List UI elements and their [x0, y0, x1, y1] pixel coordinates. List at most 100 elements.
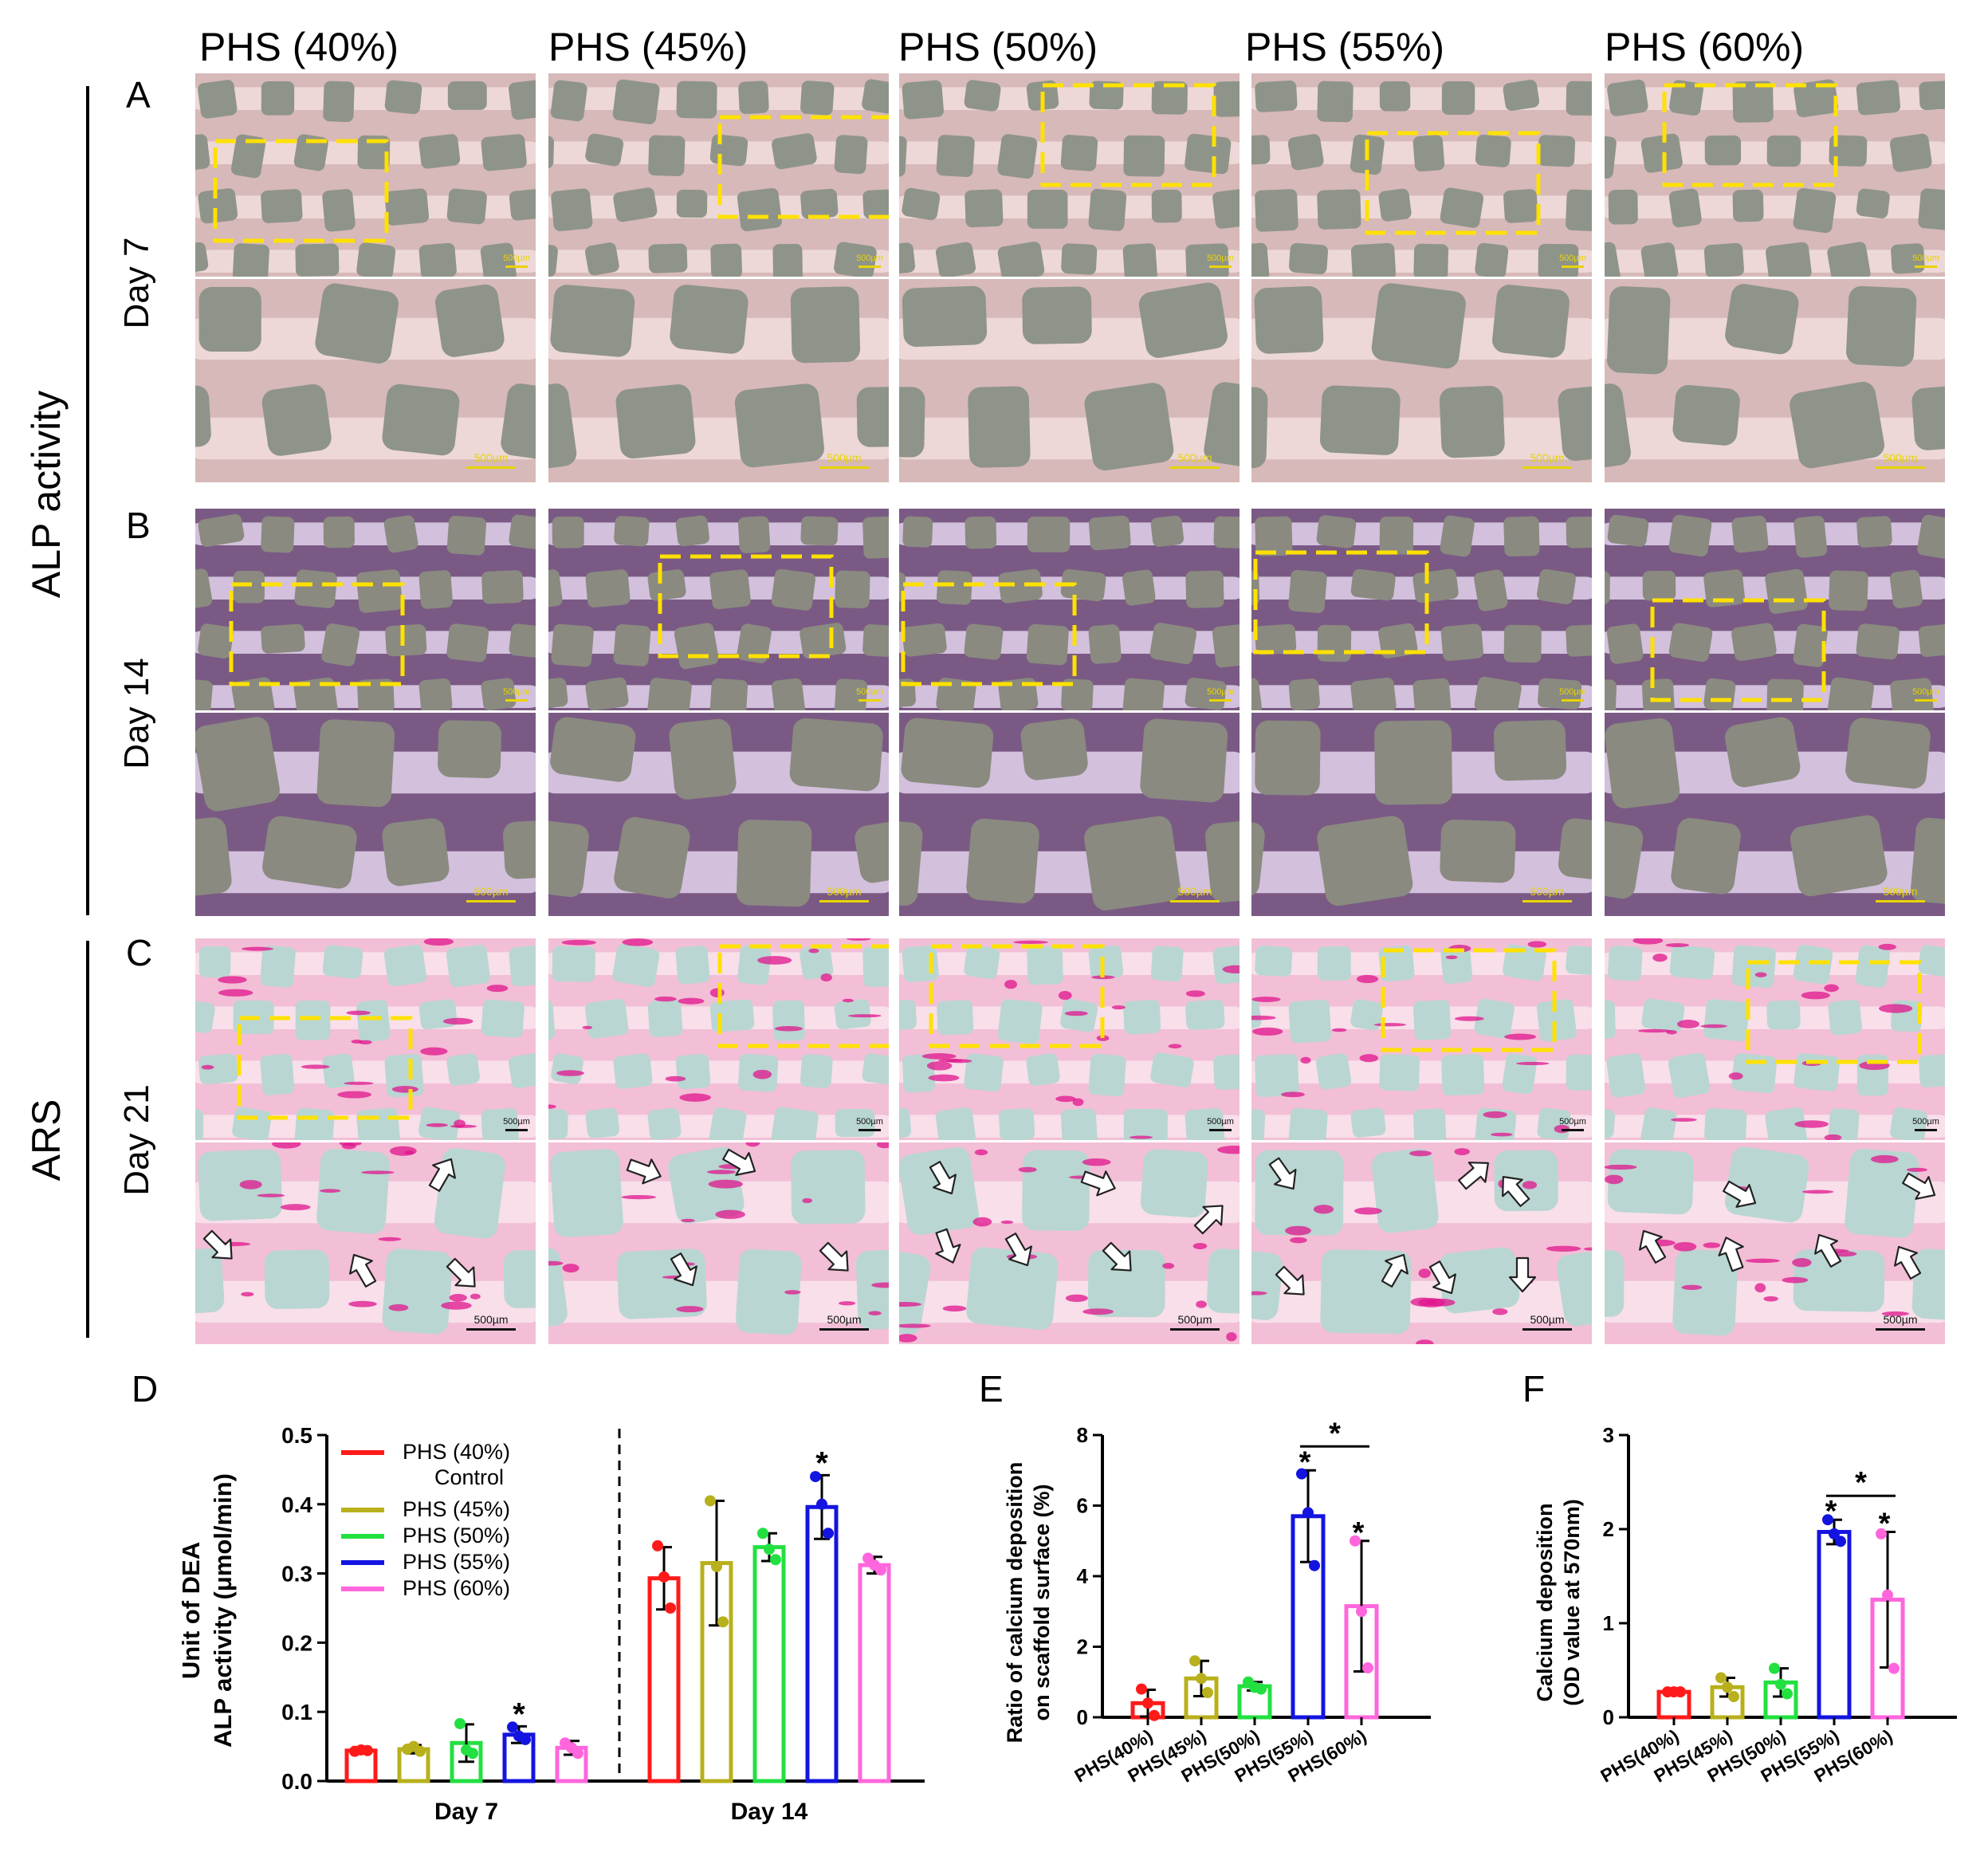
bar	[752, 1545, 786, 1783]
scale-bar-label: 500µm	[1530, 451, 1564, 464]
arrow-icon	[1458, 1162, 1489, 1190]
panel-label-c: C	[126, 932, 153, 973]
column-title-55: PHS (55%)	[1245, 25, 1445, 69]
y-tick-label: 4	[1077, 1564, 1089, 1588]
scale-bar-label: 500µm	[856, 254, 883, 263]
significance-star: *	[1353, 1516, 1365, 1550]
scale-bar	[466, 466, 516, 469]
roi-box	[901, 582, 1077, 686]
scale-bar-label: 500µm	[1912, 1117, 1939, 1127]
micrograph-day14-overview-2: 500µm	[548, 509, 889, 710]
scale-bar-label: 500µm	[1559, 1117, 1586, 1127]
scale-bar-label: 500µm	[827, 885, 861, 898]
chart-d-ylabel-1: Unit of DEA	[177, 1541, 205, 1680]
data-point	[1822, 1514, 1833, 1526]
arrow-icon	[1508, 1256, 1537, 1293]
chart-e-ylabel-1: Ratio of calcium deposition	[1003, 1461, 1027, 1744]
scale-bar-label: 500µm	[1559, 687, 1586, 697]
scale-bar-label: 500µm	[1883, 1313, 1917, 1326]
data-point	[711, 1560, 722, 1572]
legend-label: PHS (45%)	[403, 1497, 510, 1521]
data-point	[1362, 1662, 1373, 1674]
scale-bar	[1170, 466, 1220, 469]
data-point	[1782, 1688, 1793, 1700]
micrograph-day7-zoom-3: 500µm	[899, 279, 1240, 482]
data-point	[757, 1528, 768, 1539]
data-point	[1296, 1468, 1307, 1480]
y-tick-label: 0.5	[281, 1423, 312, 1448]
scale-bar	[858, 1129, 881, 1131]
micrograph-day7-overview-5: 500µm	[1605, 73, 1945, 277]
panel-label-b: B	[126, 505, 151, 546]
scale-bar-label: 500µm	[1912, 687, 1939, 697]
micrograph-day7-zoom-1: 500µm	[195, 279, 536, 482]
data-point	[1202, 1687, 1213, 1699]
arrow-icon	[446, 1257, 476, 1288]
data-point	[1882, 1589, 1893, 1601]
chart-f-ylabel-2: (OD value at 570nm)	[1560, 1499, 1584, 1706]
arrow-icon	[1004, 1233, 1032, 1267]
scale-bar	[1876, 466, 1925, 469]
row-label-day14: Day 14	[117, 658, 156, 769]
x-category-label: Day 7	[434, 1799, 498, 1825]
scale-bar	[505, 1129, 528, 1131]
scale-bar-label: 500µm	[473, 885, 508, 898]
arrow-icon	[428, 1158, 456, 1192]
scale-bar	[1209, 265, 1232, 268]
scale-bar-label: 500µm	[856, 687, 883, 697]
arrow-icon	[349, 1253, 377, 1288]
bar	[1817, 1530, 1852, 1720]
roi-box	[1253, 550, 1429, 655]
arrow-icon	[1814, 1233, 1842, 1268]
arrow-icon	[1718, 1237, 1744, 1272]
data-point	[1136, 1683, 1147, 1695]
micrograph-day7-overview-1: 500µm	[195, 73, 536, 277]
scale-bar	[819, 1328, 869, 1331]
y-tick-label: 0	[1603, 1705, 1614, 1729]
scale-bar	[1170, 900, 1220, 902]
roi-box	[658, 554, 834, 659]
scale-bar	[858, 699, 881, 702]
significance-star: *	[1329, 1417, 1341, 1450]
scale-bar-label: 500µm	[1207, 1117, 1234, 1127]
significance-star: *	[1879, 1508, 1891, 1541]
arrow-icon	[1723, 1180, 1757, 1208]
legend-label: PHS (60%)	[403, 1576, 510, 1600]
scale-bar-label: 500µm	[473, 451, 508, 464]
micrograph-ars-zoom-1: 500µm	[195, 1142, 536, 1344]
data-point	[414, 1745, 426, 1757]
data-point	[1149, 1709, 1160, 1721]
scale-bar-label: 500µm	[1883, 885, 1917, 898]
data-point	[810, 1471, 821, 1483]
data-point	[823, 1528, 834, 1539]
micrograph-ars-zoom-5: 500µm	[1605, 1142, 1945, 1344]
data-point	[1309, 1559, 1320, 1571]
arrow-icon	[202, 1229, 233, 1260]
scale-bar-label: 500µm	[856, 1117, 883, 1127]
scale-bar	[505, 699, 528, 702]
roi-box	[1365, 131, 1541, 235]
data-point	[1715, 1672, 1727, 1684]
scale-bar	[466, 900, 516, 902]
y-tick-label: 3	[1603, 1423, 1614, 1447]
legend-label: PHS (55%)	[403, 1550, 510, 1574]
scale-bar	[1522, 466, 1572, 469]
data-point	[507, 1721, 518, 1733]
data-point	[764, 1543, 775, 1555]
chart-e-ylabel-2: on scaffold surface (%)	[1030, 1484, 1054, 1721]
arrow-icon	[1080, 1170, 1116, 1197]
data-point	[1189, 1655, 1200, 1667]
column-title-50: PHS (50%)	[898, 25, 1098, 69]
scale-bar-label: 500µm	[1912, 254, 1939, 263]
arrow-icon	[1902, 1172, 1936, 1200]
scale-bar-label: 500µm	[503, 1117, 530, 1127]
y-tick-label: 0	[1077, 1705, 1088, 1729]
micrograph-ars-overview-2: 500µm	[548, 938, 889, 1140]
scale-bar	[819, 466, 869, 469]
data-point	[1356, 1606, 1367, 1618]
scale-bar-label: 500µm	[1530, 885, 1564, 898]
micrograph-ars-overview-1: 500µm	[195, 938, 536, 1140]
chart-f-calcium-od: 0123PHS(40%)PHS(45%)PHS(50%)PHS(55%)PHS(…	[1597, 1423, 1957, 1787]
micrograph-day14-overview-4: 500µm	[1251, 509, 1592, 710]
roi-box	[213, 139, 389, 243]
